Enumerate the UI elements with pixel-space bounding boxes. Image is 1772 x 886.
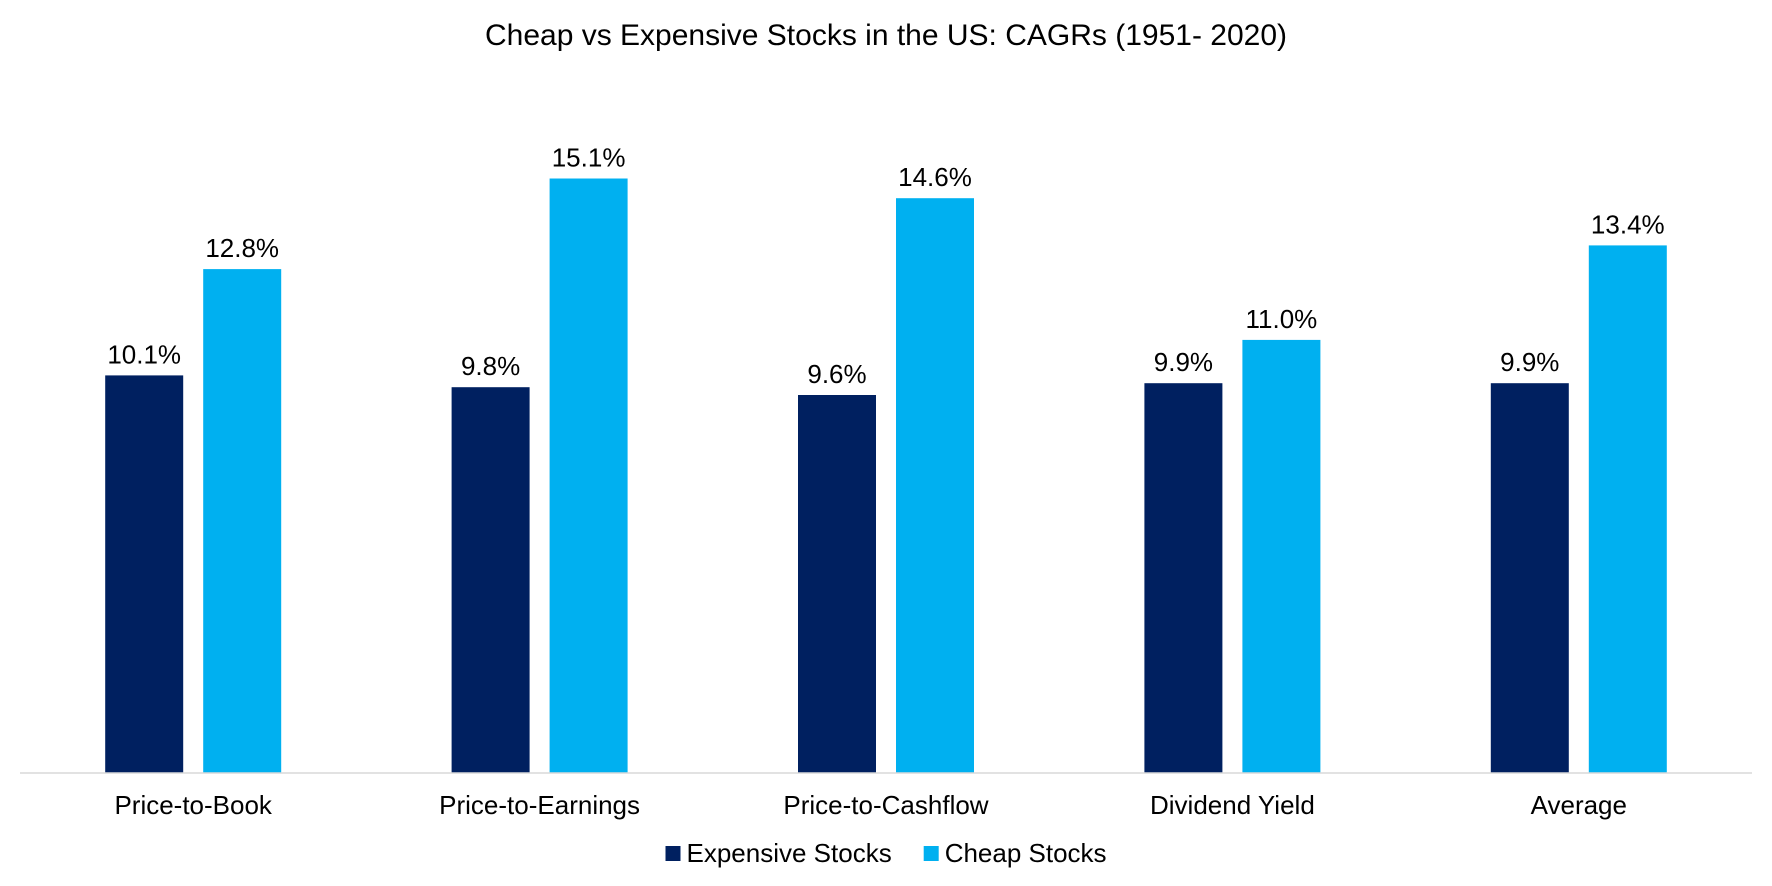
legend-swatch-expensive xyxy=(665,846,681,861)
x-tick-label-4: Dividend Yield xyxy=(1150,790,1315,820)
bar-expensive-4 xyxy=(1144,383,1223,773)
bar-expensive-5 xyxy=(1490,383,1569,773)
legend-label-expensive: Expensive Stocks xyxy=(687,838,892,868)
x-tick-label-5: Average xyxy=(1531,790,1627,820)
legend-label-cheap: Cheap Stocks xyxy=(945,838,1107,868)
data-label-cheap-4: 11.0% xyxy=(1246,304,1318,334)
bar-cheap-1 xyxy=(203,269,282,773)
x-tick-label-3: Price-to-Cashflow xyxy=(783,790,988,820)
legend: Expensive Stocks Cheap Stocks xyxy=(665,838,1107,868)
data-label-expensive-2: 9.8% xyxy=(461,351,520,381)
legend-swatch-cheap xyxy=(923,846,939,861)
data-label-cheap-5: 13.4% xyxy=(1591,209,1665,239)
legend-item-expensive: Expensive Stocks xyxy=(665,838,892,868)
data-label-cheap-3: 14.6% xyxy=(898,162,972,192)
bar-cheap-4 xyxy=(1242,339,1321,773)
x-tick-label-1: Price-to-Book xyxy=(114,790,272,820)
data-label-cheap-2: 15.1% xyxy=(552,143,626,173)
x-tick-label-2: Price-to-Earnings xyxy=(439,790,640,820)
bar-cheap-2 xyxy=(549,178,628,773)
data-labels-layer: 10.1% 12.8% 9.8% 15.1% 9.6% 14.6% 9.9% 11.0% 9.9… xyxy=(107,143,1664,390)
bar-expensive-3 xyxy=(798,395,876,773)
bar-cheap-3 xyxy=(896,198,974,773)
bar-expensive-1 xyxy=(105,375,184,773)
legend-item-cheap: Cheap Stocks xyxy=(923,838,1107,868)
data-label-expensive-4: 9.9% xyxy=(1154,347,1213,377)
data-label-expensive-1: 10.1% xyxy=(107,339,181,369)
x-tick-labels-layer: Price-to-Book Price-to-Earnings Price-to-C… xyxy=(114,790,1627,820)
chart-title: Cheap vs Expensive Stocks in the US: CAG… xyxy=(485,19,1287,52)
data-label-cheap-1: 12.8% xyxy=(205,233,279,263)
bar-expensive-2 xyxy=(451,387,530,773)
bars-layer xyxy=(105,178,1667,773)
data-label-expensive-3: 9.6% xyxy=(807,359,866,389)
data-label-expensive-5: 9.9% xyxy=(1500,347,1559,377)
bar-cheap-5 xyxy=(1588,245,1667,773)
